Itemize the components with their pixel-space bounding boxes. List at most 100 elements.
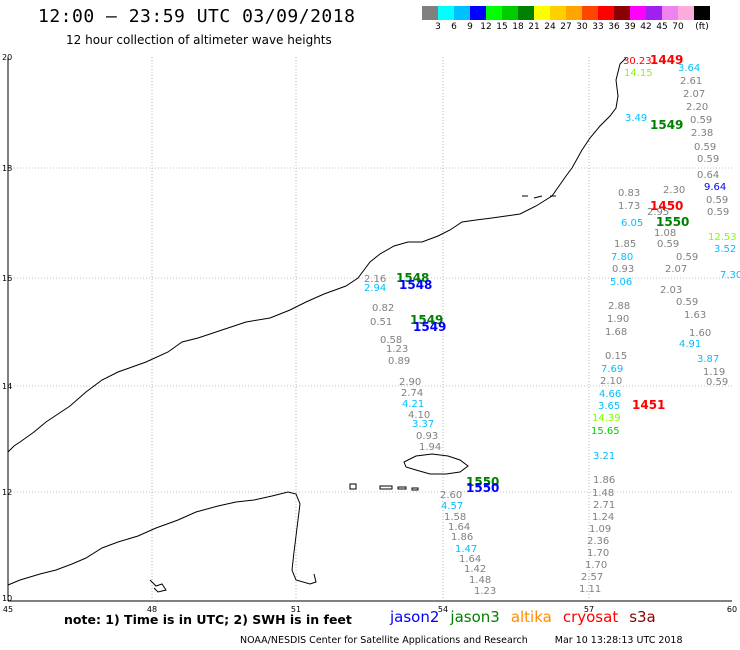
- socotra-island: [403, 453, 469, 475]
- wave-height-label: 1.90: [607, 314, 629, 325]
- legend-jason3: jason3: [450, 608, 500, 626]
- colorbar-swatch: [694, 6, 710, 20]
- latitude-tick-label: 12: [2, 488, 12, 497]
- wave-height-label: 4.91: [679, 339, 701, 350]
- wave-height-label: 0.59: [657, 239, 679, 250]
- satellite-legend: jason2 jason3 altika cryosat s3a: [390, 608, 667, 626]
- footnote: note: 1) Time is in UTC; 2) SWH is in fe…: [64, 612, 352, 627]
- wave-height-label: 4.66: [599, 389, 621, 400]
- latitude-tick-label: 10: [2, 594, 12, 603]
- coastline-arabian-peninsula: [7, 57, 627, 453]
- wave-height-label: 0.59: [690, 115, 712, 126]
- wave-height-label: 1.73: [618, 201, 640, 212]
- wave-height-label: 1.64: [459, 554, 481, 565]
- colorbar-swatch: [518, 6, 534, 20]
- wave-height-label: 1.42: [464, 564, 486, 575]
- wave-height-colorbar: [422, 6, 710, 20]
- colorbar-swatch: [614, 6, 630, 20]
- wave-height-label: 3.52: [714, 244, 736, 255]
- wave-height-label: 1.70: [587, 548, 609, 559]
- coastline: [7, 57, 627, 593]
- pass-time-label: 1550: [466, 481, 499, 495]
- islet-1: [349, 483, 357, 490]
- colorbar-label: 6: [451, 22, 457, 32]
- wave-height-label: 2.03: [660, 285, 682, 296]
- generated-timestamp: Mar 10 13:28:13 UTC 2018: [554, 635, 683, 646]
- colorbar-swatch: [486, 6, 502, 20]
- wave-height-label: 4.21: [402, 399, 424, 410]
- colorbar-label: 21: [528, 22, 540, 32]
- colorbar-label: 24: [544, 22, 556, 32]
- colorbar-label: 36: [608, 22, 620, 32]
- wave-height-label: 0.58: [380, 335, 402, 346]
- wave-height-label: 1.09: [589, 524, 611, 535]
- wave-height-label: 3.49: [625, 113, 647, 124]
- wave-height-label: 1.19: [703, 367, 725, 378]
- wave-height-label: 0.59: [706, 377, 728, 388]
- wave-height-label: 0.59: [694, 142, 716, 153]
- colorbar-swatch: [566, 6, 582, 20]
- pass-time-label: 1549: [410, 313, 443, 327]
- pass-time-label: 1548: [399, 278, 432, 292]
- wave-height-label: 2.90: [399, 377, 421, 388]
- wave-height-label: 2.95: [647, 207, 669, 218]
- legend-s3a: s3a: [629, 608, 656, 626]
- wave-height-label: 1.85: [614, 239, 636, 250]
- colorbar-label: 45: [656, 22, 668, 32]
- graticule: 45 48 51 54 57 60 20 18 16 14 12 10: [2, 53, 737, 614]
- colorbar-label: 15: [496, 22, 508, 32]
- wave-height-label: 4.57: [441, 501, 463, 512]
- map-subtitle: 12 hour collection of altimeter wave hei…: [66, 33, 332, 47]
- credit-footer: NOAA/NESDIS Center for Satellite Applica…: [240, 635, 683, 646]
- wave-height-label: 2.57: [581, 572, 603, 583]
- wave-height-label: 1.60: [689, 328, 711, 339]
- longitude-tick-label: 45: [3, 605, 13, 614]
- colorbar-label: 27: [560, 22, 572, 32]
- colorbar-label: 33: [592, 22, 604, 32]
- islet-2: [379, 485, 393, 490]
- wave-height-label: 0.59: [697, 154, 719, 165]
- wave-height-label: 1.64: [448, 522, 470, 533]
- wave-height-label: 0.82: [372, 303, 394, 314]
- legend-cryosat: cryosat: [562, 608, 619, 626]
- islet-4: [411, 487, 419, 491]
- wave-height-label: 2.94: [364, 283, 386, 294]
- wave-height-label: 30.23: [623, 56, 652, 67]
- colorbar-label: 42: [640, 22, 652, 32]
- wave-height-label: 0.15: [605, 351, 627, 362]
- wave-height-label: 0.93: [612, 264, 634, 275]
- wave-height-label: 1.70: [585, 560, 607, 571]
- longitude-tick-label: 48: [147, 605, 157, 614]
- wave-height-label: 1.94: [419, 442, 441, 453]
- wave-height-label: 2.10: [600, 376, 622, 387]
- wave-height-label: 0.64: [697, 170, 719, 181]
- colorbar-label: 70: [672, 22, 684, 32]
- coastal-islets: [522, 195, 556, 199]
- pass-time-label: 1550: [656, 215, 689, 229]
- wave-height-label: 2.20: [686, 102, 708, 113]
- colorbar-label: 30: [576, 22, 588, 32]
- colorbar-swatch: [454, 6, 470, 20]
- wave-height-label: 3.65: [598, 401, 620, 412]
- observation-layer: 30.23 3.64 14.15 2.61 2.07 2.20 0.59 3.49 2.38 0.…: [364, 53, 740, 597]
- legend-altika: altika: [510, 608, 552, 626]
- organization: NOAA/NESDIS Center for Satellite Applica…: [240, 635, 528, 646]
- wave-height-label: 7.80: [611, 252, 633, 263]
- wave-height-label: 2.36: [587, 536, 609, 547]
- pass-time-label: 1550: [466, 475, 499, 489]
- colorbar-swatch: [630, 6, 646, 20]
- wave-height-label: 2.07: [665, 264, 687, 275]
- wave-height-label: 1.24: [592, 512, 614, 523]
- wave-height-label: 1.48: [592, 488, 614, 499]
- pass-time-label: 1549: [650, 118, 683, 132]
- colorbar-label: 39: [624, 22, 636, 32]
- wave-height-label: 0.83: [618, 188, 640, 199]
- wave-height-label: 14.15: [624, 68, 653, 79]
- latitude-tick-label: 14: [2, 382, 12, 391]
- colorbar-label: (ft): [695, 22, 709, 32]
- wave-height-label: 2.74: [401, 388, 423, 399]
- colorbar-label: 18: [512, 22, 524, 32]
- colorbar-labels: 3 6 9 12 15 18 21 24 27 30 33 36 39 42 45 70 (ft): [422, 22, 732, 36]
- wave-height-label: 3.37: [412, 419, 434, 430]
